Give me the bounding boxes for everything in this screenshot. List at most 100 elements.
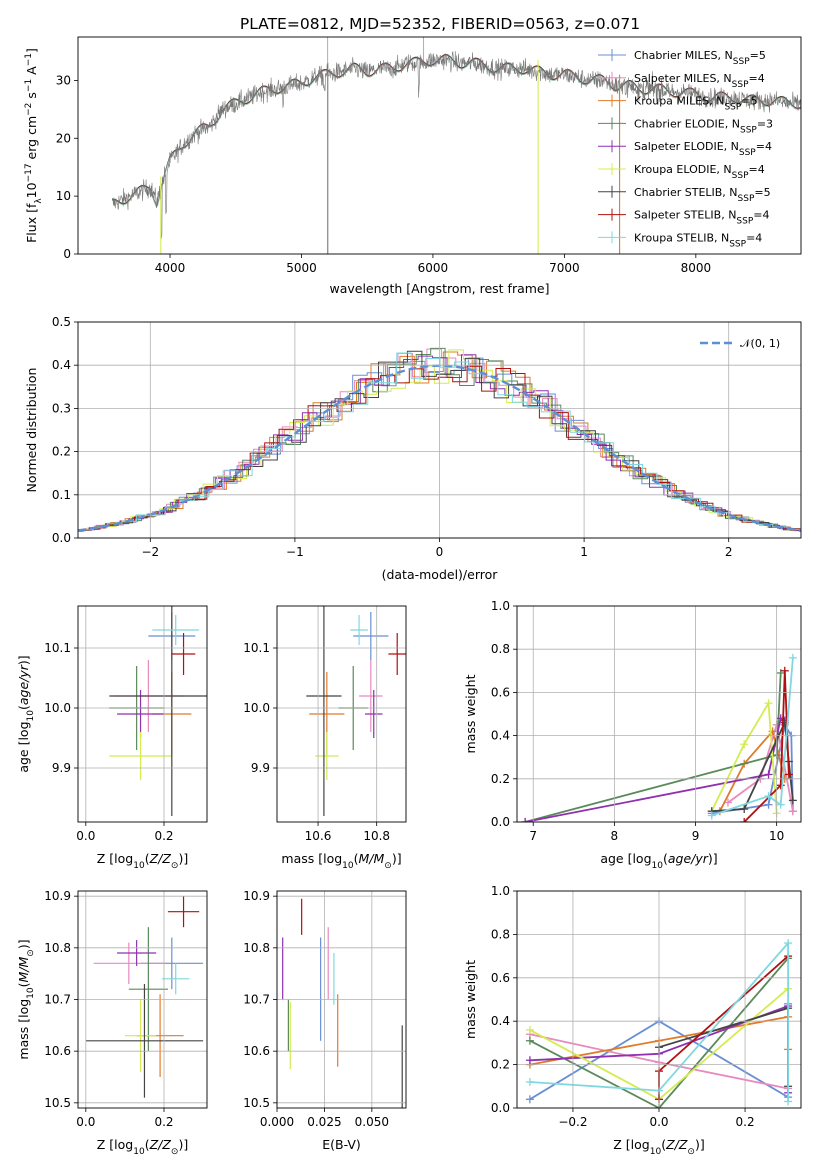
y-tick-label: 0.2 [491,772,510,786]
x-axis-label-part: ( [354,851,359,866]
x-tick-label: 10.6 [305,829,332,843]
y-axis-label-part: Normed distribution [24,368,39,493]
axes-frame [516,890,802,1109]
histogram-series [78,347,801,532]
y-axis-label-part: 10 [24,182,39,198]
x-axis-label-part: M/M [359,851,385,866]
x-axis-label-part: E(B-V) [322,1137,361,1152]
x-axis-label-part: 10 [342,861,354,871]
x-tick-label: 0.0 [76,1115,95,1129]
x-axis-label-part: ( [663,851,668,866]
y-axis-label-part: erg cm [24,116,39,164]
plot-area-age-weight [521,653,797,822]
x-axis-label: Z [log10(Z/Z⊙)] [97,851,188,871]
legend-entry-label-part: =5 [750,49,766,62]
y-tick-label: 0.8 [491,927,510,941]
panel-z-mass: 0.0 0.210.510.610.710.810.9Z [log10(Z/Z⊙)… [16,889,208,1157]
x-axis-label: E(B-V) [322,1137,361,1152]
x-axis-label-part: )] [178,851,188,866]
y-tick-label: 10.0 [243,701,270,715]
x-axis-label-part: 10 [133,861,145,871]
x-axis-label-part: Z [log [613,1137,649,1152]
y-tick-label: 10.5 [44,1096,71,1110]
legend-entry-label-part: Salpeter MILES, N [634,72,732,85]
axes-frame [77,605,208,823]
y-axis-label-part: ⊙ [26,949,36,957]
y-tick-label: 0.6 [491,971,510,985]
axes-frame [276,605,407,823]
x-tick-label: 2 [725,545,733,559]
x-tick-label: 0 [436,545,444,559]
x-tick-label: 0.2 [154,829,173,843]
legend-entry-label-part: =5 [754,186,770,199]
y-tick-label: 0.5 [52,315,71,329]
y-axis-label-part: age/yr [16,664,31,705]
legend-entry-label-part: =4 [753,209,769,222]
histogram-series [78,350,801,531]
x-tick-label: 5000 [286,261,317,275]
legend-entry-label-part: SSP [736,217,753,227]
axes-frame [516,605,802,823]
axes-frame [77,36,802,255]
y-axis-label-part: 10 [26,710,36,722]
x-axis-label-part: )] [708,851,718,866]
y-tick-label: 1.0 [491,599,510,613]
weight-series-line [529,940,789,1102]
legend-entry-label: 𝒩(0, 1) [740,337,780,350]
y-axis-label-part: age [log [16,721,31,772]
x-axis-label-part: wavelength [Angstrom, rest frame] [329,281,549,296]
x-tick-label: 10.8 [363,829,390,843]
y-tick-label: 0.2 [52,445,71,459]
legend-entry-label-part: =3 [757,117,773,130]
y-tick-label: 10.8 [44,941,71,955]
y-axis-label-part: −17 [24,163,34,182]
y-axis-label-part: )] [16,655,31,665]
y-tick-label: 10.9 [44,889,71,903]
x-axis-label-part: ⊙ [384,861,392,871]
panel-ebv-mass: 0.000 0.025 0.050 10.5 10.6 10.7 10.8 10.9 E(B-V… [243,889,407,1152]
x-tick-label: 10 [769,829,784,843]
x-axis-label-part: )] [178,1137,188,1152]
y-tick-label: 0.8 [491,642,510,656]
legend-entry-label-part: Salpeter STELIB, N [634,209,736,222]
legend-entry-label-part: =4 [756,140,772,153]
weight-series-line [710,700,778,814]
x-axis-label-part: ( [661,1137,666,1152]
y-tick-label: 9.9 [251,761,270,775]
y-tick-label: 10.5 [243,1096,270,1110]
y-tick-label: 0 [63,247,71,261]
x-tick-label: 0.0 [76,829,95,843]
y-axis-label-part: )] [16,939,31,949]
y-tick-label: 0.0 [491,1101,510,1115]
y-axis-label: mass [log10(M/M⊙)] [16,939,36,1059]
legend-entry-label-part: Kroupa MILES, N [634,95,724,108]
x-axis-label-part: ( [145,1137,150,1152]
x-tick-label: 0.025 [307,1115,341,1129]
plot-area-ebv-mass [282,898,403,1108]
axes-frame [77,890,208,1109]
y-tick-label: 0.2 [491,1058,510,1072]
x-axis-label-part: ⊙ [171,1147,179,1157]
y-axis-label: mass weight [463,674,478,753]
y-tick-label: 10.0 [44,701,71,715]
legend-entry-label-part: Kroupa ELODIE, N [634,163,732,176]
panel-residuals: −2 −1 0 1 2 0.0 0.1 0.2 0.3 0.4 0.5 (data-model)/er… [24,315,802,582]
legend-entry-label-part: SSP [740,125,757,135]
legend-entry-label-part: SSP [739,148,756,158]
plot-area-spectrum [111,37,801,254]
y-axis-label-part: A [24,66,39,79]
plot-area-z-mass [85,896,204,1098]
x-axis-label-part: 10 [133,1147,145,1157]
x-tick-label: 1 [580,545,588,559]
y-tick-label: 10.9 [243,889,270,903]
x-axis-label-part: (data-model)/error [382,567,499,582]
legend-entry-label: Chabrier STELIB, NSSP=5 [634,186,771,204]
weight-series-line [711,657,794,817]
plot-area-z-age [109,606,207,816]
x-axis-label: mass [log10(M/M⊙)] [281,851,401,871]
y-tick-label: 10.8 [243,941,270,955]
y-axis-label-part: −1 [24,53,34,66]
x-axis-label: age [log10(age/yr)] [600,851,717,871]
legend-entry-label-part: Kroupa STELIB, N [634,231,729,244]
